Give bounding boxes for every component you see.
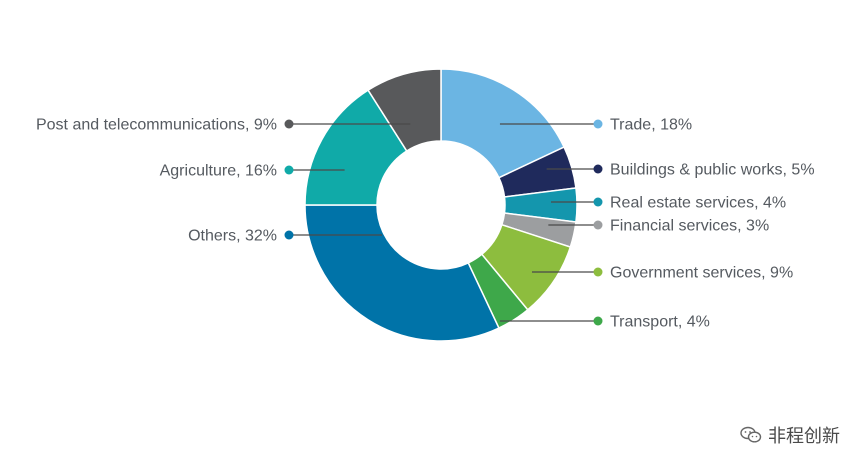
label-buildings-public-works: Buildings & public works, 5%	[610, 162, 815, 179]
legend-dot-agriculture	[284, 165, 294, 175]
label-financial-services: Financial services, 3%	[610, 218, 769, 235]
legend-dot-real-estate-services	[593, 197, 603, 207]
label-post-and-telecommunications: Post and telecommunications, 9%	[36, 117, 277, 134]
watermark-text: 非程创新	[768, 426, 840, 447]
slice-agriculture	[304, 89, 408, 206]
label-agriculture: Agriculture, 16%	[160, 163, 277, 180]
legend-dot-transport	[593, 316, 603, 326]
slice-others	[304, 204, 500, 342]
watermark: 非程创新	[740, 422, 840, 448]
legend-dot-post-and-telecommunications	[284, 119, 294, 129]
label-transport: Transport, 4%	[610, 314, 710, 331]
label-real-estate-services: Real estate services, 4%	[610, 195, 786, 212]
label-trade: Trade, 18%	[610, 117, 692, 134]
label-others: Others, 32%	[188, 228, 277, 245]
legend-dot-trade	[593, 119, 603, 129]
legend-dot-financial-services	[593, 220, 603, 230]
label-government-services: Government services, 9%	[610, 265, 793, 282]
legend-dot-government-services	[593, 267, 603, 277]
slice-post-and-telecommunications	[367, 68, 442, 152]
legend-dot-others	[284, 230, 294, 240]
wechat-icon	[740, 426, 762, 444]
legend-dot-buildings-public-works	[593, 164, 603, 174]
